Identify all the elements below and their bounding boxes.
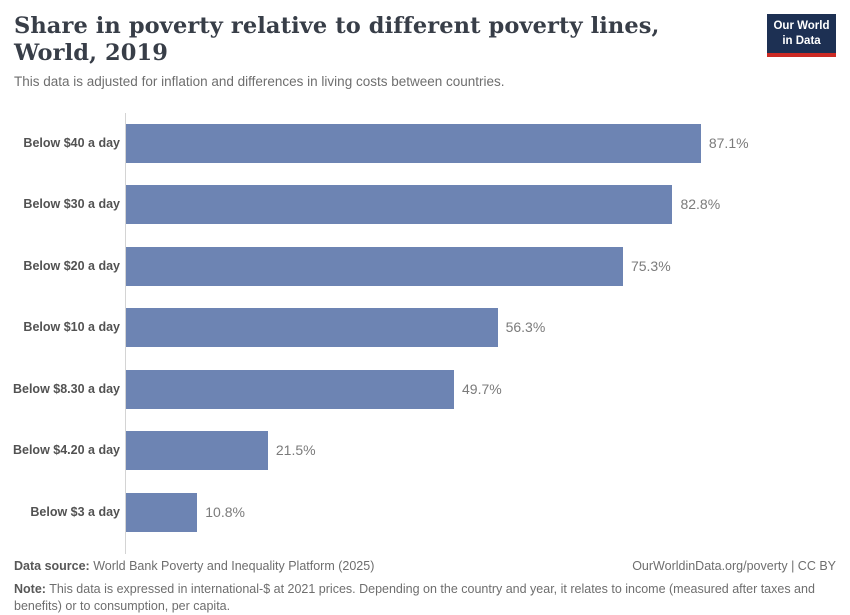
bar-row: Below $3 a day 10.8% bbox=[30, 492, 836, 555]
chart-note: Note: This data is expressed in internat… bbox=[14, 581, 824, 615]
data-source-text: World Bank Poverty and Inequality Platfo… bbox=[89, 558, 375, 573]
data-source: Data source: World Bank Poverty and Ineq… bbox=[14, 559, 374, 573]
bar[interactable] bbox=[126, 123, 701, 163]
bar-label: Below $40 a day bbox=[23, 135, 120, 150]
bar-label: Below $4.20 a day bbox=[12, 443, 120, 458]
owid-logo[interactable]: Our World in Data bbox=[767, 14, 836, 57]
chart-note-label: Note: bbox=[14, 581, 46, 596]
bar-label: Below $20 a day bbox=[23, 258, 120, 273]
owid-license-link[interactable]: OurWorldinData.org/poverty | CC BY bbox=[632, 558, 836, 573]
data-source-label: Data source: bbox=[14, 558, 90, 573]
bar[interactable] bbox=[126, 492, 198, 532]
chart-footer: Data source: World Bank Poverty and Ineq… bbox=[14, 559, 836, 615]
bar-value: 21.5% bbox=[275, 442, 316, 459]
bar-row: Below $4.20 a day 21.5% bbox=[13, 431, 836, 493]
bar-value: 75.3% bbox=[630, 257, 671, 274]
bar-label: Below $10 a day bbox=[23, 320, 120, 335]
chart-title: Share in poverty relative to different p… bbox=[14, 13, 660, 66]
bar-value: 10.8% bbox=[205, 503, 245, 520]
owid-logo-line1: Our World bbox=[773, 20, 830, 32]
bar-label: Below $30 a day bbox=[23, 197, 120, 212]
bar[interactable] bbox=[126, 369, 455, 409]
source-row: Data source: World Bank Poverty and Ineq… bbox=[14, 559, 836, 573]
bar-row: Below $40 a day 87.1% bbox=[23, 123, 836, 186]
bar-value: 82.8% bbox=[680, 196, 721, 213]
bar-value: 56.3% bbox=[505, 319, 546, 336]
bar[interactable] bbox=[126, 185, 673, 225]
bar[interactable] bbox=[126, 308, 498, 348]
bar-row: Below $30 a day 82.8% bbox=[23, 185, 836, 247]
bar-row: Below $8.30 a day 49.7% bbox=[13, 369, 836, 432]
bar-row: Below $20 a day 75.3% bbox=[23, 246, 836, 309]
owid-logo-line2: in Data bbox=[782, 34, 821, 47]
owid-chart: Share in poverty relative to different p… bbox=[12, 13, 836, 613]
bar[interactable] bbox=[126, 246, 623, 286]
bar-label: Below $8.30 a day bbox=[12, 381, 120, 396]
bar-value: 87.1% bbox=[708, 134, 749, 151]
bar-row: Below $10 a day 56.3% bbox=[23, 308, 836, 370]
bar-label: Below $3 a day bbox=[30, 504, 120, 519]
bar-plot-area: Below $40 a day 87.1% Below $30 a day 82.8%… bbox=[13, 112, 836, 555]
bar[interactable] bbox=[126, 431, 268, 471]
bar-value: 49.7% bbox=[462, 380, 502, 397]
chart-header: Share in poverty relative to different p… bbox=[14, 13, 836, 91]
chart-subtitle: This data is adjusted for inflation and … bbox=[14, 74, 505, 89]
chart-note-text: This data is expressed in international-… bbox=[14, 581, 815, 613]
